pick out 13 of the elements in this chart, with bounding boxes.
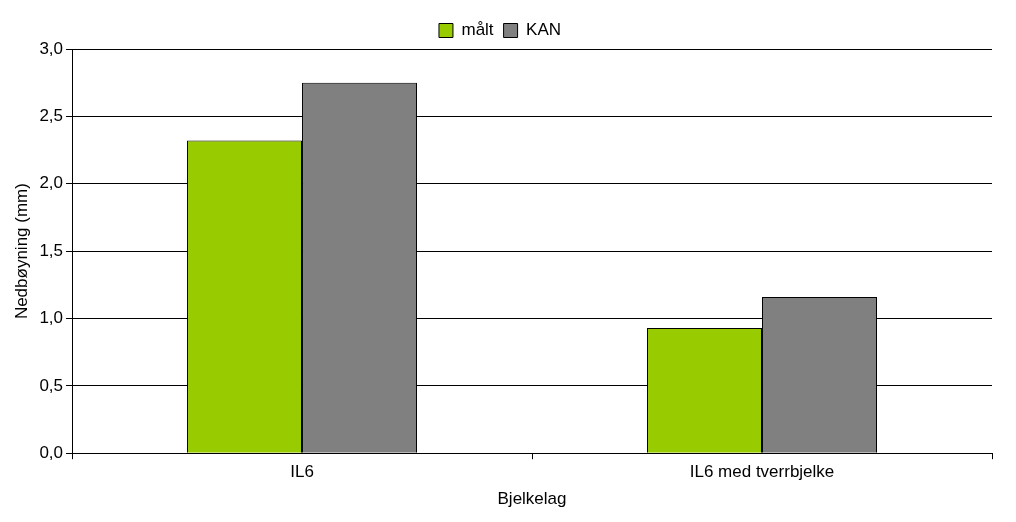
y-axis-title: Nedbøyning (mm): [11, 183, 31, 320]
y-tick-label: 2,0: [39, 173, 64, 193]
x-tick-label: IL6 med tverrbjelke: [689, 462, 835, 482]
legend-label: målt: [461, 20, 494, 40]
x-tick-label: IL6: [290, 462, 314, 482]
y-tick-label: 2,5: [39, 106, 64, 126]
y-tick-label: 0,0: [39, 442, 64, 462]
x-axis-title: Bjelkelag: [497, 489, 567, 509]
y-tick-label: 1,5: [39, 240, 64, 260]
legend-label: KAN: [526, 20, 562, 40]
y-tick-label: 3,0: [39, 38, 64, 58]
y-tick-label: 0,5: [39, 375, 64, 395]
y-tick-label: 1,0: [39, 308, 64, 328]
